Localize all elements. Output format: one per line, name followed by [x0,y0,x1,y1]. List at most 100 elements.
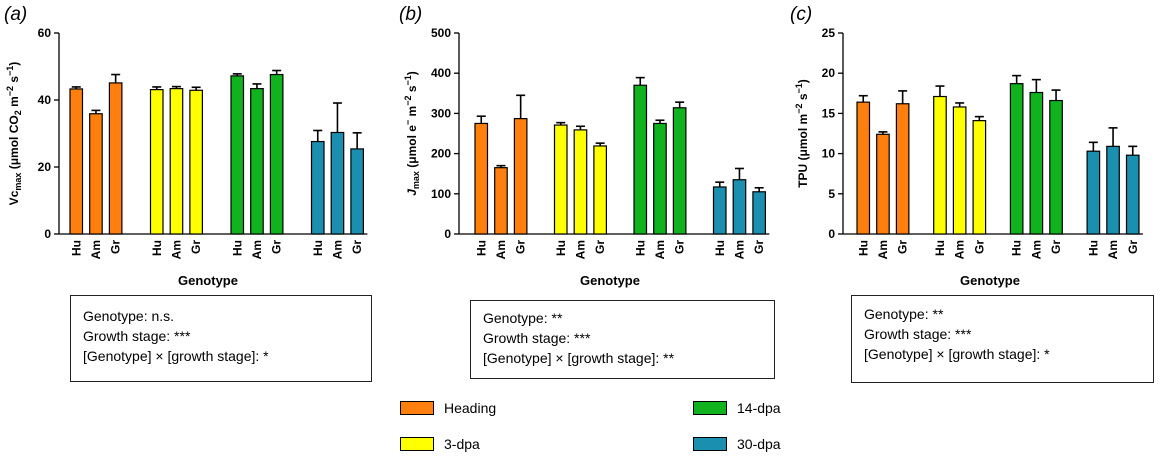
x-tick-label: Gr [270,240,284,254]
legend-label: 3-dpa [444,436,480,452]
stats-box-b: Genotype: ** Growth stage: *** [Genotype… [470,300,775,379]
x-tick-label: Am [89,240,103,259]
stats-line: [Genotype] × [growth stage]: * [83,348,269,364]
y-tick-label: 15 [822,106,836,120]
x-axis-label: Genotype [178,273,238,288]
y-tick-label: 0 [44,227,51,241]
x-tick-label: Gr [1049,240,1063,254]
bar [513,118,528,235]
x-axis-label: Genotype [960,273,1020,288]
bar [895,103,910,235]
x-tick-label: Gr [673,240,687,254]
stats-line: Genotype: ** [483,310,563,326]
y-tick-label: 300 [431,106,451,120]
y-tick-label: 40 [38,93,52,107]
bar [350,148,364,235]
bar [1049,99,1063,235]
legend-label: 14-dpa [737,400,781,416]
bar [732,179,747,235]
y-axis-label: Vcmax (μmol CO2 m−2 s−1) [5,62,23,206]
bar [573,129,588,235]
bar [856,101,871,235]
x-tick-label: Am [653,240,667,259]
x-tick-label: Gr [350,240,364,254]
bar [672,107,687,235]
bar [474,122,489,235]
legend-label: 30-dpa [737,436,781,452]
bar [269,73,284,235]
x-tick-label: Gr [514,240,528,254]
bar [494,167,508,235]
legend-swatch [400,437,434,451]
bar [230,75,245,235]
bar [1009,83,1024,235]
y-axis-label: Jmax (μmol e− m−2 s−1) [403,71,421,196]
x-tick-label: Hu [1086,240,1100,256]
y-axis-label: TPU (μmol m−2 s−1) [794,79,810,188]
x-tick-label: Am [876,240,890,259]
x-tick-label: Hu [554,240,568,256]
x-tick-label: Gr [896,240,910,254]
bar [633,84,648,235]
y-tick-label: 100 [431,187,451,201]
legend-label: Heading [444,400,497,416]
bar [69,88,84,235]
x-tick-label: Hu [311,240,325,256]
y-tick-label: 20 [38,160,52,174]
y-tick-label: 10 [822,147,836,161]
bar [952,106,967,235]
legend-item-30dpa: 30-dpa [693,436,781,452]
x-tick-label: Am [169,240,183,259]
bar [1029,91,1044,235]
bar [250,88,264,235]
legend-swatch [400,401,434,415]
x-tick-label: Am [250,240,264,259]
x-tick-label: Hu [230,240,244,256]
x-axis-label: Genotype [580,273,640,288]
x-tick-label: Hu [1010,240,1024,256]
bar [1106,145,1120,235]
y-tick-label: 500 [431,26,451,40]
bar [89,113,103,235]
bar [1086,150,1101,235]
bar [189,89,203,235]
bar [169,88,184,235]
x-tick-label: Hu [474,240,488,256]
bar [1125,154,1140,235]
y-tick-label: 5 [828,187,835,201]
x-tick-label: Gr [189,240,203,254]
bar [593,145,608,235]
stats-line: Growth stage: *** [483,330,591,346]
x-tick-label: Am [1029,240,1043,259]
bar [149,89,164,235]
panel-letter: (c) [790,4,812,25]
legend-swatch [693,437,727,451]
y-tick-label: 200 [431,147,451,161]
x-tick-label: Gr [109,240,123,254]
stats-line: Genotype: n.s. [83,308,175,324]
y-tick-label: 400 [431,66,451,80]
x-tick-label: Gr [1126,240,1140,254]
stats-line: Genotype: ** [864,306,944,322]
bar [553,124,568,235]
x-tick-label: Hu [633,240,647,256]
x-tick-label: Am [330,240,344,259]
panel-letter: (b) [399,4,422,25]
x-tick-label: Hu [713,240,727,256]
bar [712,186,727,235]
panel-letter: (a) [4,4,27,25]
x-tick-label: Am [953,240,967,259]
legend-item-heading: Heading [400,400,496,416]
x-tick-label: Gr [752,240,766,254]
stats-line: Growth stage: *** [864,326,972,342]
y-tick-label: 60 [38,26,52,40]
bar [108,82,123,235]
x-tick-label: Am [573,240,587,259]
y-tick-label: 25 [822,26,836,40]
bar [972,120,987,235]
bar [653,122,667,235]
stats-line: Growth stage: *** [83,328,191,344]
bar [752,191,767,235]
x-tick-label: Gr [972,240,986,254]
